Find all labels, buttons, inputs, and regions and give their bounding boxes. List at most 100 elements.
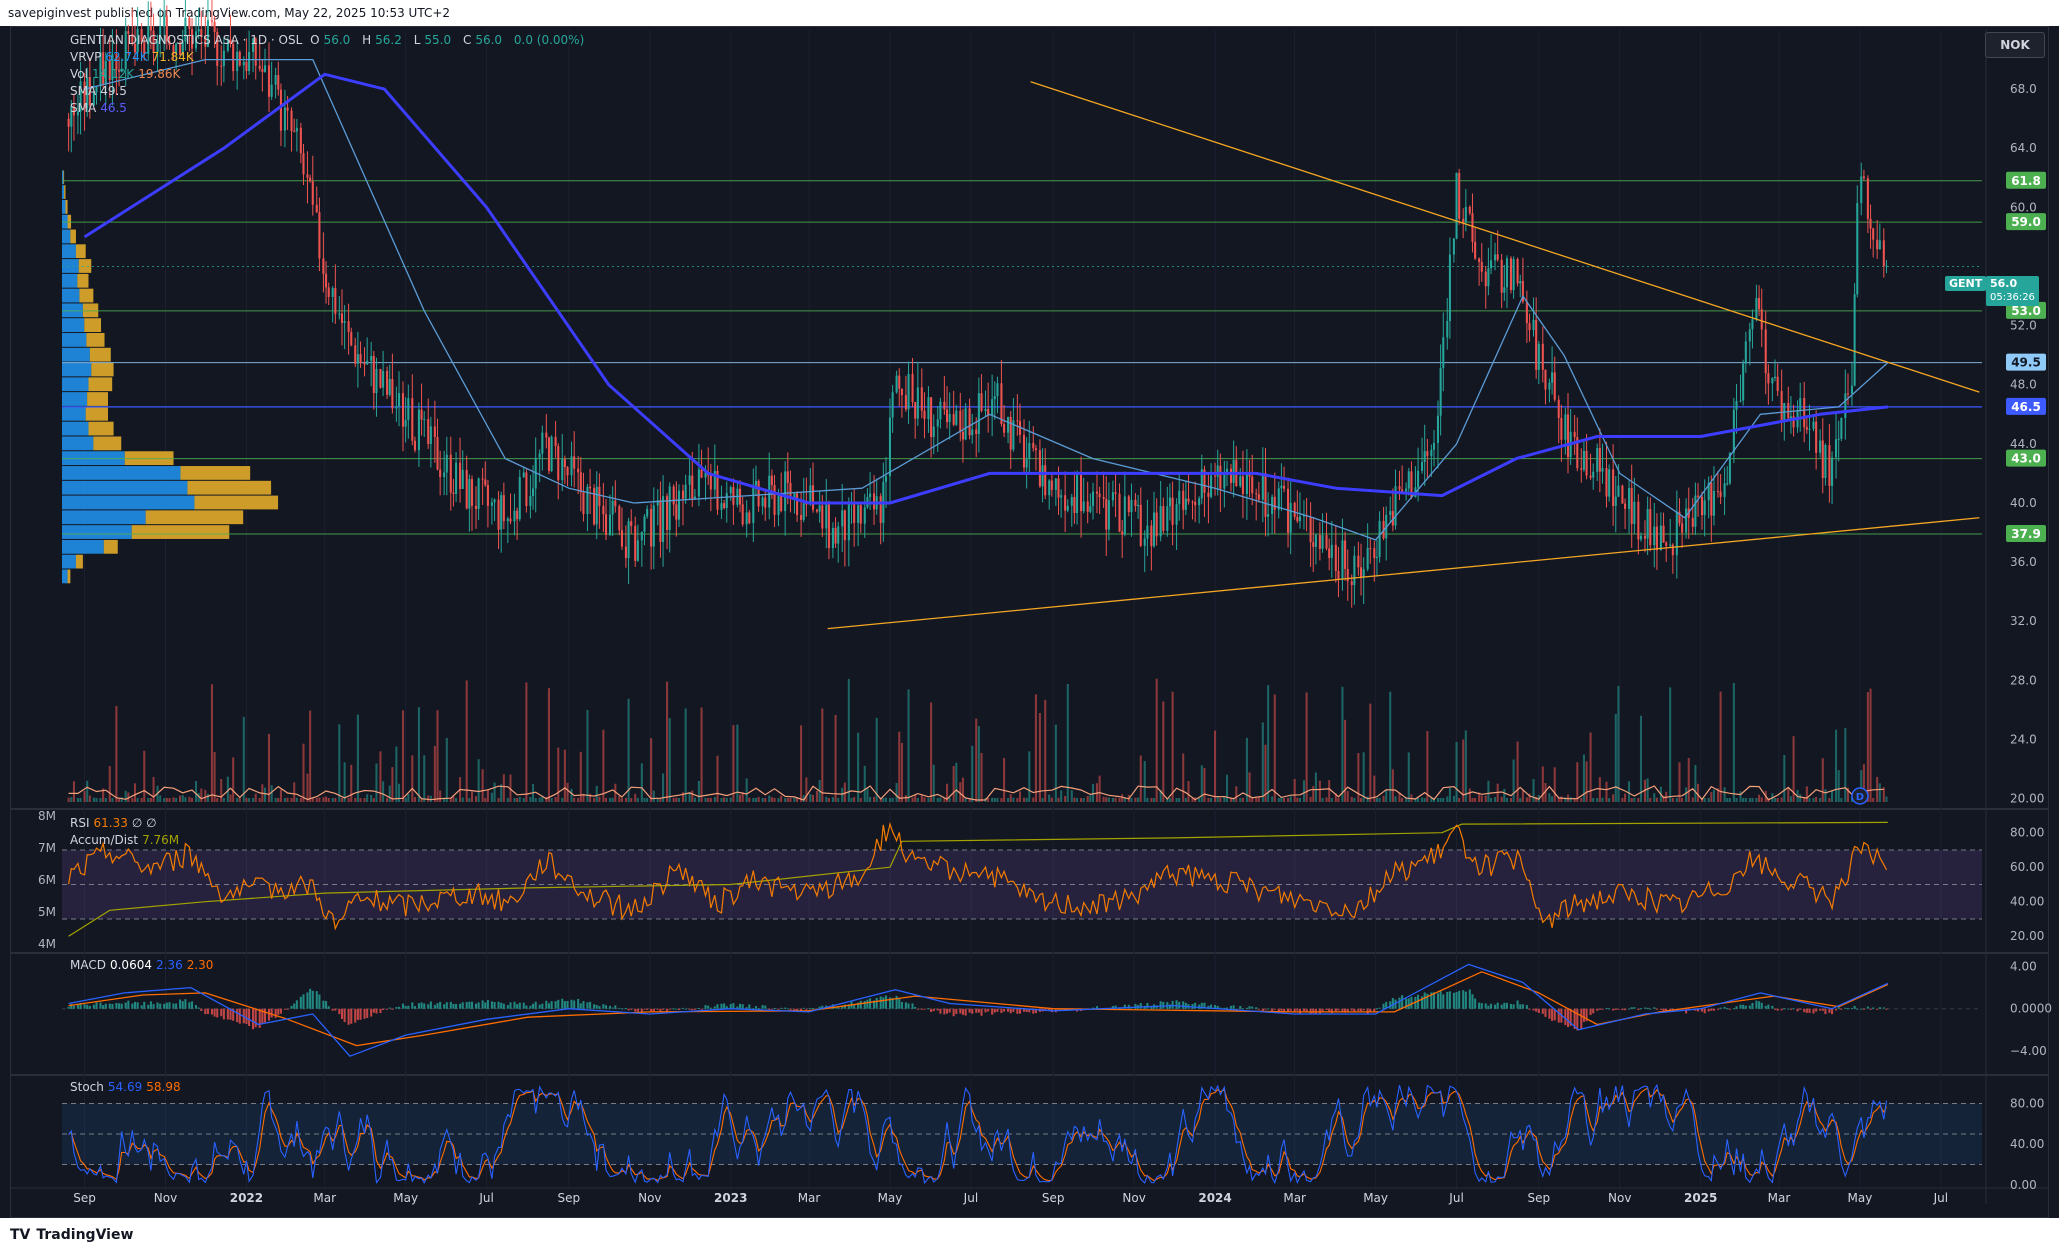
candle-body [630, 521, 633, 526]
volume-bar [1452, 795, 1455, 802]
macd-histogram-bar [1139, 1003, 1142, 1009]
volume-bar [1382, 795, 1385, 802]
volume-bar [1544, 783, 1547, 802]
macd-histogram-bar [716, 1004, 719, 1009]
accum-legend-row[interactable]: Accum/Dist 7.76M [70, 833, 180, 847]
volume-bar [964, 797, 967, 802]
candle-body [95, 86, 98, 93]
volume-bar [391, 767, 394, 802]
macd-histogram-bar [306, 992, 309, 1009]
macd-histogram-bar [1805, 1008, 1808, 1013]
volume-bar [802, 795, 805, 802]
macd-histogram-bar [470, 1001, 474, 1009]
candle-body [818, 505, 821, 512]
volume-bar [927, 798, 930, 802]
macd-histogram-bar [484, 1002, 487, 1009]
candle-body [1423, 451, 1426, 463]
macd-histogram-bar [1496, 1002, 1499, 1009]
volume-bar [716, 755, 719, 802]
sma-fast-row[interactable]: SMA 49.5 [70, 84, 127, 98]
volume-bar [582, 793, 585, 802]
macd-histogram-bar [652, 1008, 655, 1013]
volume-bar [258, 797, 261, 802]
macd-histogram-bar [1480, 1003, 1483, 1009]
candle-body [1771, 377, 1774, 384]
candle-body [1564, 414, 1567, 440]
volume-bar [1134, 797, 1137, 802]
candle-body [293, 131, 296, 133]
vrvp-row[interactable]: VRVP 62.74K 71.84K [70, 50, 194, 64]
candle-body [709, 475, 712, 490]
volume-bar [1314, 772, 1317, 802]
sma-slow-row[interactable]: SMA 46.5 [70, 101, 127, 115]
candle-body [204, 36, 207, 47]
candle-body [1034, 448, 1037, 451]
level-tag-label: 61.8 [2011, 174, 2041, 188]
volume-bar [1064, 796, 1067, 802]
macd-histogram-bar [302, 994, 305, 1009]
volume-bar [911, 797, 914, 802]
level-tag: 43.0 [2006, 449, 2046, 467]
candle-body [1621, 485, 1624, 504]
candle-body [634, 525, 637, 561]
macd-histogram-bar [684, 1008, 687, 1010]
candle-body [1111, 492, 1114, 501]
macd-histogram-bar [1150, 1005, 1153, 1009]
candle-body [827, 504, 830, 548]
volume-bar [602, 729, 605, 802]
volume-bar [1773, 797, 1777, 802]
rsi-legend-row[interactable]: RSI 61.33 ∅ ∅ [70, 816, 157, 830]
candle-body [1819, 440, 1822, 453]
macd-histogram-bar [1389, 1001, 1392, 1009]
macd-histogram-bar [388, 1007, 391, 1009]
macd-histogram-bar [274, 1008, 277, 1018]
candle-body [777, 494, 780, 515]
volume-bar [1385, 789, 1388, 802]
candle-body [1582, 450, 1585, 470]
macd-histogram-bar [429, 1001, 432, 1009]
volume-bar [1707, 797, 1710, 802]
volume-bar [1624, 793, 1627, 802]
volume-bar [222, 798, 225, 802]
brand-name[interactable]: TradingView [36, 1227, 134, 1243]
vol-row[interactable]: Vol 14.12K 19.86K [70, 67, 181, 81]
macd-histogram-bar [907, 1003, 910, 1009]
macd-histogram-bar [1614, 1008, 1617, 1010]
level-tag-label: 49.5 [2011, 356, 2041, 370]
price-y-tick: 52.0 [2010, 319, 2037, 333]
volume-bar [1359, 797, 1363, 802]
volume-bar [213, 751, 216, 802]
macd-histogram-bar [1334, 1008, 1337, 1012]
vrvp-bar-down [77, 273, 89, 288]
volume-bar [930, 702, 933, 802]
candle-body [643, 516, 646, 532]
macd-histogram-bar [1596, 1008, 1599, 1011]
candle-body [741, 504, 744, 525]
volume-bar [1681, 797, 1684, 802]
macd-histogram-bar [697, 1008, 700, 1010]
macd-histogram-bar [1474, 998, 1477, 1009]
volume-bar [1159, 789, 1162, 802]
candle-body [869, 493, 872, 498]
rsi-y-tick: 60.00 [2010, 860, 2044, 874]
candle-body [311, 181, 314, 205]
volume-bar [481, 769, 484, 802]
candle-body [67, 118, 70, 127]
macd-histogram-bar [811, 1008, 815, 1010]
volume-bar [513, 798, 516, 802]
macd-histogram-bar [1203, 1002, 1206, 1009]
candle-body [809, 485, 812, 505]
candle-body [131, 33, 134, 45]
currency-button[interactable]: NOK [1985, 32, 2045, 58]
macd-histogram-bar [309, 988, 312, 1009]
candle-body [1446, 320, 1449, 338]
chart-frame[interactable] [10, 26, 2049, 1218]
macd-histogram-bar [1362, 1008, 1365, 1011]
volume-bar [1086, 796, 1089, 802]
symbol-title[interactable]: GENTIAN DIAGNOSTICS ASA · 1D · OSL [70, 33, 303, 47]
volume-bar [1028, 751, 1031, 802]
current-price-tag: 56.0 05:36:26 [1986, 276, 2039, 306]
candle-body [1528, 323, 1531, 331]
candle-body [290, 110, 293, 132]
